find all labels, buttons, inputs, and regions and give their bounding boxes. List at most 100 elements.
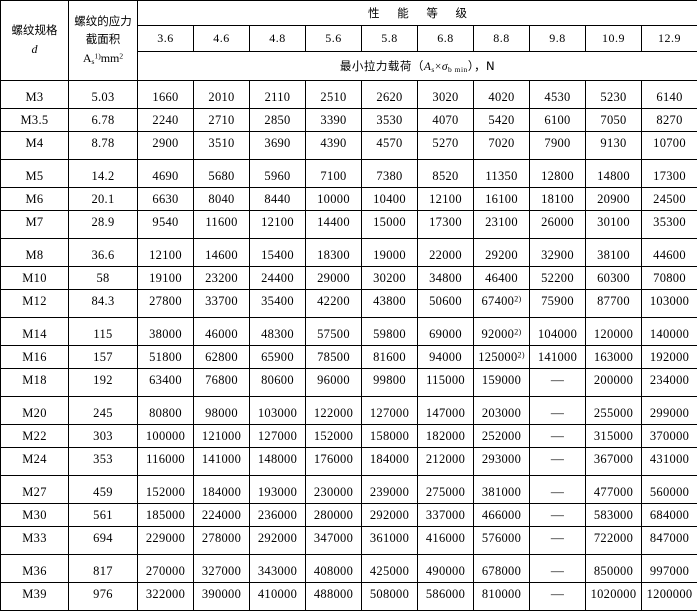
- cell-thread-spec: M39: [1, 583, 69, 611]
- cell-load-10-9: 5230: [586, 81, 642, 109]
- cell-load-5-6: 176000: [306, 448, 362, 476]
- header-grade-9-8: 9.8: [530, 26, 586, 52]
- cell-load-10-9: 14800: [586, 160, 642, 188]
- cell-load-5-8: 127000: [362, 397, 418, 425]
- cell-load-9-8: —: [530, 425, 586, 448]
- cell-load-12-9: 8270: [642, 109, 697, 132]
- cell-load-10-9: 30100: [586, 211, 642, 239]
- cell-load-4-8: 80600: [250, 369, 306, 397]
- cell-load-12-9: 44600: [642, 239, 697, 267]
- cell-load-9-8: —: [530, 527, 586, 555]
- cell-load-4-8: 5960: [250, 160, 306, 188]
- cell-load-4-8: 410000: [250, 583, 306, 611]
- cell-load-5-6: 347000: [306, 527, 362, 555]
- cell-load-4-6: 184000: [194, 476, 250, 504]
- cell-load-3-6: 9540: [138, 211, 194, 239]
- cell-load-5-6: 488000: [306, 583, 362, 611]
- cell-load-12-9: 847000: [642, 527, 697, 555]
- cell-load-6-8: 4070: [418, 109, 474, 132]
- cell-load-5-8: 59800: [362, 318, 418, 346]
- cell-load-10-9: 200000: [586, 369, 642, 397]
- cell-load-5-6: 29000: [306, 267, 362, 290]
- cell-thread-spec: M5: [1, 160, 69, 188]
- cell-load-5-6: 78500: [306, 346, 362, 369]
- not-applicable-dash: —: [551, 507, 564, 522]
- cell-load-8-8: 381000: [474, 476, 530, 504]
- cell-load-8-8: 674002): [474, 290, 530, 318]
- cell-load-12-9: 234000: [642, 369, 697, 397]
- cell-load-4-6: 278000: [194, 527, 250, 555]
- cell-thread-spec: M22: [1, 425, 69, 448]
- cell-thread-spec: M18: [1, 369, 69, 397]
- cell-load-4-8: 3690: [250, 132, 306, 160]
- cell-load-12-9: 103000: [642, 290, 697, 318]
- cell-load-8-8: 16100: [474, 188, 530, 211]
- cell-load-3-6: 4690: [138, 160, 194, 188]
- cell-load-6-8: 12100: [418, 188, 474, 211]
- cell-load-5-6: 4390: [306, 132, 362, 160]
- header-grade-3-6: 3.6: [138, 26, 194, 52]
- cell-thread-spec: M7: [1, 211, 69, 239]
- cell-load-4-8: 2850: [250, 109, 306, 132]
- not-applicable-dash: —: [551, 451, 564, 466]
- formula-times: ×: [435, 61, 442, 73]
- cell-load-4-8: 35400: [250, 290, 306, 318]
- cell-load-10-9: 7050: [586, 109, 642, 132]
- cell-stress-area: 157: [69, 346, 138, 369]
- not-applicable-dash: —: [551, 563, 564, 578]
- cell-load-8-8: 1250002): [474, 346, 530, 369]
- cell-load-8-8: 293000: [474, 448, 530, 476]
- cell-load-5-6: 18300: [306, 239, 362, 267]
- not-applicable-dash: —: [551, 586, 564, 601]
- cell-thread-spec: M14: [1, 318, 69, 346]
- header-grade-6-8: 6.8: [418, 26, 474, 52]
- header-grade-5-8: 5.8: [362, 26, 418, 52]
- cell-stress-area: 5.03: [69, 81, 138, 109]
- cell-load-6-8: 147000: [418, 397, 474, 425]
- header-grade-4-8: 4.8: [250, 26, 306, 52]
- cell-load-4-8: 2110: [250, 81, 306, 109]
- cell-load-4-6: 224000: [194, 504, 250, 527]
- cell-thread-spec: M27: [1, 476, 69, 504]
- cell-load-12-9: 10700: [642, 132, 697, 160]
- cell-load-10-9: 255000: [586, 397, 642, 425]
- header-performance-grades-title: 性 能 等 级: [138, 1, 697, 26]
- header-stress-area-line2: 截面积: [69, 31, 137, 49]
- cell-load-8-8: 920002): [474, 318, 530, 346]
- cell-load-6-8: 17300: [418, 211, 474, 239]
- header-row-1: 螺纹规格 d 螺纹的应力 截面积 As1)mm2 性 能 等 级: [1, 1, 697, 26]
- cell-load-5-8: 239000: [362, 476, 418, 504]
- cell-load-3-6: 229000: [138, 527, 194, 555]
- cell-load-8-8: 252000: [474, 425, 530, 448]
- cell-stress-area: 817: [69, 555, 138, 583]
- cell-load-9-8: —: [530, 448, 586, 476]
- cell-load-6-8: 94000: [418, 346, 474, 369]
- cell-stress-area: 84.3: [69, 290, 138, 318]
- cell-load-4-8: 292000: [250, 527, 306, 555]
- cell-load-10-9: 367000: [586, 448, 642, 476]
- footnote-marker: 2): [518, 350, 525, 359]
- cell-load-5-8: 425000: [362, 555, 418, 583]
- cell-load-5-8: 4570: [362, 132, 418, 160]
- cell-load-8-8: 4020: [474, 81, 530, 109]
- cell-load-5-6: 7100: [306, 160, 362, 188]
- cell-load-4-6: 98000: [194, 397, 250, 425]
- cell-load-12-9: 299000: [642, 397, 697, 425]
- cell-load-5-8: 43800: [362, 290, 418, 318]
- not-applicable-dash: —: [551, 530, 564, 545]
- cell-load-3-6: 185000: [138, 504, 194, 527]
- cell-load-10-9: 1020000: [586, 583, 642, 611]
- cell-stress-area: 14.2: [69, 160, 138, 188]
- cell-load-4-8: 193000: [250, 476, 306, 504]
- cell-load-3-6: 2900: [138, 132, 194, 160]
- cell-stress-area: 115: [69, 318, 138, 346]
- cell-load-10-9: 583000: [586, 504, 642, 527]
- cell-load-12-9: 431000: [642, 448, 697, 476]
